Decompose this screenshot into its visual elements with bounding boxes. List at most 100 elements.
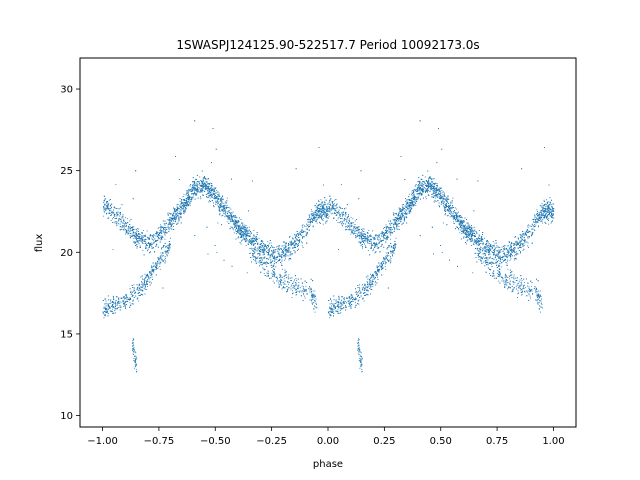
data-point	[313, 220, 315, 221]
data-point	[493, 253, 495, 255]
data-point	[343, 214, 345, 216]
data-point	[527, 227, 529, 229]
data-point	[274, 256, 275, 258]
data-point	[239, 230, 240, 232]
data-point	[437, 194, 439, 196]
data-point	[352, 218, 354, 220]
data-point	[252, 250, 254, 251]
data-point	[477, 250, 479, 251]
data-point	[110, 208, 111, 209]
data-point	[397, 215, 399, 217]
data-point	[509, 259, 511, 261]
data-point	[378, 262, 379, 264]
data-point	[233, 223, 234, 225]
data-point	[535, 287, 537, 289]
data-point	[493, 249, 494, 251]
data-point	[514, 259, 515, 261]
data-point	[408, 199, 409, 201]
data-point	[290, 286, 292, 288]
data-point	[357, 233, 358, 235]
data-point	[395, 222, 396, 224]
data-point	[336, 207, 338, 209]
data-point	[290, 245, 292, 246]
data-point	[288, 252, 290, 253]
data-point	[372, 230, 373, 232]
data-point	[180, 205, 182, 207]
data-point	[368, 230, 370, 231]
data-point	[508, 287, 510, 288]
data-point	[168, 229, 170, 231]
data-point	[415, 199, 417, 201]
data-point	[192, 190, 194, 192]
data-point	[385, 255, 387, 257]
data-point	[378, 262, 380, 264]
data-point	[204, 182, 205, 184]
data-point	[157, 267, 159, 269]
data-point	[164, 234, 166, 236]
data-point	[472, 239, 474, 241]
data-point	[321, 216, 323, 218]
data-point	[390, 258, 392, 259]
data-point	[167, 246, 169, 248]
data-point	[498, 271, 500, 273]
data-point	[159, 257, 160, 259]
data-point	[186, 200, 187, 201]
data-point	[456, 212, 458, 214]
data-point	[201, 191, 203, 193]
data-point	[142, 249, 144, 251]
data-point	[315, 204, 316, 206]
data-point	[339, 215, 341, 216]
data-point	[366, 289, 368, 291]
data-point	[149, 273, 151, 275]
data-point	[502, 261, 504, 262]
data-point	[246, 239, 248, 241]
data-point	[441, 201, 443, 203]
data-point	[295, 294, 297, 296]
data-point	[167, 246, 169, 248]
data-point	[159, 235, 161, 237]
data-point	[392, 219, 394, 221]
data-point	[325, 209, 327, 211]
data-point	[541, 220, 543, 222]
data-point	[401, 209, 403, 211]
data-point	[333, 202, 335, 204]
data-point	[548, 217, 550, 219]
data-point	[537, 219, 539, 221]
data-point	[249, 241, 251, 243]
data-point	[272, 270, 273, 272]
data-point	[321, 212, 322, 213]
data-point	[494, 242, 496, 244]
data-point	[523, 286, 525, 288]
data-point	[459, 232, 461, 234]
data-point	[254, 256, 256, 258]
data-point	[142, 236, 144, 238]
data-point	[234, 223, 236, 225]
data-point	[144, 273, 146, 275]
data-point	[172, 222, 173, 224]
data-point	[242, 237, 244, 238]
data-point	[176, 206, 178, 208]
data-point	[461, 226, 463, 228]
data-point	[276, 246, 278, 248]
data-point	[260, 260, 262, 261]
data-point	[479, 256, 481, 258]
data-point	[187, 192, 189, 194]
data-point	[339, 222, 340, 224]
data-point	[379, 264, 380, 266]
data-point	[404, 210, 406, 212]
data-point	[369, 284, 370, 286]
data-point	[502, 257, 504, 259]
data-point	[507, 254, 509, 255]
data-point	[383, 262, 384, 264]
data-point	[212, 196, 213, 198]
data-point	[390, 230, 392, 232]
data-point	[129, 302, 131, 304]
data-point	[365, 288, 367, 290]
data-point	[542, 208, 544, 210]
data-point	[382, 263, 384, 265]
data-point	[496, 272, 498, 274]
data-point	[401, 215, 403, 217]
data-point	[266, 252, 268, 253]
data-point	[347, 225, 349, 226]
data-point	[321, 208, 323, 210]
